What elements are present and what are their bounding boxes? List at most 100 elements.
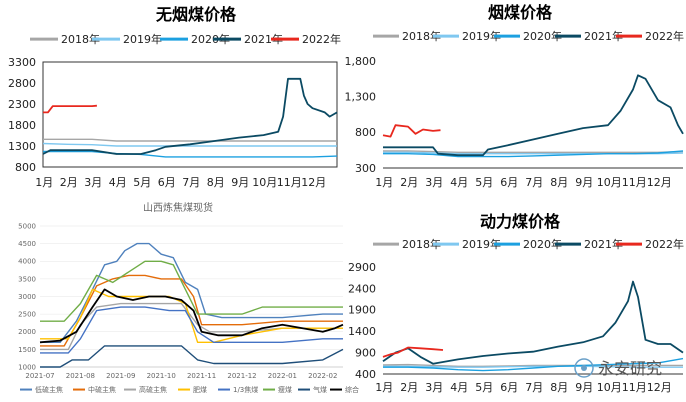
legend-entry: 2020年 [523,29,562,43]
legend-entry: 2019年 [462,237,501,251]
legend-entry: 2022年 [645,29,684,43]
legend-entry: 1/3焦煤 [233,385,258,394]
legend-entry: 2018年 [61,32,100,46]
x-tick-label: 6月 [500,176,518,189]
watermark: 永安研究 [574,358,662,378]
chart-title: 动力煤价格 [480,212,561,231]
legend-entry: 2019年 [123,32,162,46]
y-tick-label: 3300 [8,56,36,69]
y-tick-label: 1800 [8,119,36,132]
series-line-4 [382,124,441,138]
series-line-4 [40,306,343,354]
x-tick-label: 5月 [475,176,493,189]
series-line-2 [43,150,338,158]
x-tick-label: 6月 [158,176,176,189]
y-tick-label: 1,300 [345,91,377,104]
legend-entry: 2020年 [523,237,562,251]
x-tick-label: 4月 [450,381,468,394]
y-tick-label: 900 [355,346,376,359]
y-tick-label: 1000 [18,363,36,371]
x-tick-label: 9月 [575,381,593,394]
series-line-0 [383,150,684,154]
x-tick-label: 1月 [375,176,393,189]
legend-entry: 2019年 [462,29,501,43]
x-tick-label: 2021-07 [25,372,54,380]
y-tick-label: 3500 [18,275,36,283]
x-tick-label: 2021-09 [106,372,135,380]
x-tick-label: 11月 [622,381,647,394]
y-tick-label: 300 [355,162,376,175]
legend-entry: 气煤 [313,385,327,394]
x-tick-label: 2021-12 [227,372,256,380]
x-tick-label: 12月 [647,381,672,394]
y-tick-label: 2000 [18,328,36,336]
watermark-logo-dot [581,365,587,371]
series-line-4 [382,346,444,358]
y-tick-label: 4500 [18,240,36,248]
y-tick-label: 2500 [18,311,36,319]
legend-entry: 中硫主焦 [88,385,116,394]
legend-entry: 高硫主焦 [139,385,167,394]
legend-entry: 低硫主焦 [35,385,63,394]
y-tick-label: 1300 [8,140,36,153]
x-tick-label: 2022-02 [308,372,337,380]
x-tick-label: 9月 [575,176,593,189]
x-tick-label: 8月 [207,176,225,189]
legend-entry: 瘦煤 [278,385,292,394]
legend-entry: 2022年 [645,237,684,251]
x-tick-label: 10月 [252,176,277,189]
legend-entry: 综合 [345,385,359,394]
y-tick-label: 5000 [18,222,36,230]
x-tick-label: 1月 [35,176,53,189]
y-tick-label: 800 [355,126,376,139]
series-line-1 [383,365,683,368]
x-tick-label: 7月 [525,176,543,189]
x-tick-label: 8月 [550,176,568,189]
x-tick-label: 2021-10 [147,372,176,380]
series-line-0 [43,138,337,142]
x-tick-label: 2021-11 [187,372,216,380]
series-line-6 [40,345,344,368]
y-tick-label: 1900 [348,304,376,317]
legend-entry: 2021年 [584,29,623,43]
legend-entry: 2021年 [244,32,283,46]
y-tick-label: 400 [355,368,376,381]
chart-title: 山西炼焦煤现货 [143,201,213,214]
plot-frame [42,61,338,168]
y-tick-label: 1500 [18,346,36,354]
series-line-0 [382,363,683,367]
legend-entry: 2020年 [191,32,230,46]
x-tick-label: 6月 [500,381,518,394]
y-tick-label: 4000 [18,258,36,266]
bituminous-price-chart: 烟煤价格 300 800 1,300 1,800 1月 2月 3月 4月 5月 6月 7月 8月 9月 10… [345,3,685,189]
x-tick-label: 2月 [60,176,78,189]
y-tick-label: 1400 [348,325,376,338]
series-line-1 [42,142,337,147]
x-tick-label: 2021-08 [66,372,95,380]
x-tick-label: 3月 [425,176,443,189]
chart-title: 烟煤价格 [488,3,553,22]
x-tick-label: 5月 [475,381,493,394]
x-tick-label: 4月 [109,176,127,189]
x-tick-label: 5月 [133,176,151,189]
watermark-text: 永安研究 [598,359,662,378]
y-tick-label: 3000 [18,293,36,301]
y-tick-label: 2900 [348,261,376,274]
x-tick-label: 3月 [84,176,102,189]
x-tick-label: 11月 [622,176,647,189]
x-tick-label: 2022-01 [268,372,297,380]
x-tick-label: 8月 [550,381,568,394]
x-tick-label: 7月 [525,381,543,394]
series-line-3 [382,280,684,365]
legend-entry: 2018年 [402,237,441,251]
series-line-3 [383,74,684,157]
series-line-7 [39,288,344,344]
y-tick-label: 2300 [8,98,36,111]
legend-entry: 肥煤 [193,385,207,394]
x-tick-label: 3月 [425,381,443,394]
x-tick-label: 7月 [182,176,200,189]
anthracite-price-chart: 无烟煤价格 800 1300 1800 2300 2800 3300 1月 2月 3月 4月 5月 6月… [8,5,341,189]
x-tick-label: 2月 [400,176,418,189]
